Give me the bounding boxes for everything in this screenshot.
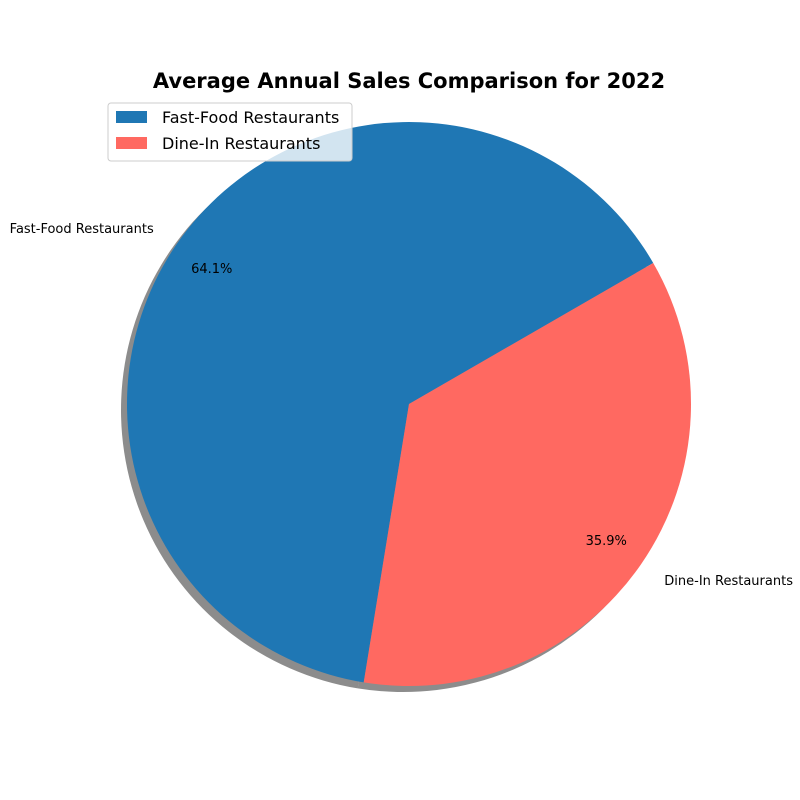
slice-label-dine-in-restaurants: Dine-In Restaurants [664,574,793,589]
pie-slice-dine-in-restaurants [363,263,692,686]
legend-swatch-fast-food-restaurants [116,111,147,123]
pie-slices [127,121,692,686]
legend-swatch-dine-in-restaurants [116,137,147,149]
pie-slice-fast-food-restaurants [127,121,654,683]
pie-labels: Fast-Food Restaurants 64.1% Dine-In Restau… [10,222,794,589]
legend-label-dine-in-restaurants: Dine-In Restaurants [162,134,320,153]
legend: Fast-Food Restaurants Dine-In Restaurants [107,102,353,162]
slice-label-fast-food-restaurants: Fast-Food Restaurants [10,222,154,237]
chart-title: Average Annual Sales Comparison for 2022 [153,69,665,93]
legend-box [107,102,353,162]
legend-label-fast-food-restaurants: Fast-Food Restaurants [162,108,339,127]
pct-label-dine-in-restaurants: 35.9% [586,534,627,549]
pct-label-fast-food-restaurants: 64.1% [191,262,232,277]
